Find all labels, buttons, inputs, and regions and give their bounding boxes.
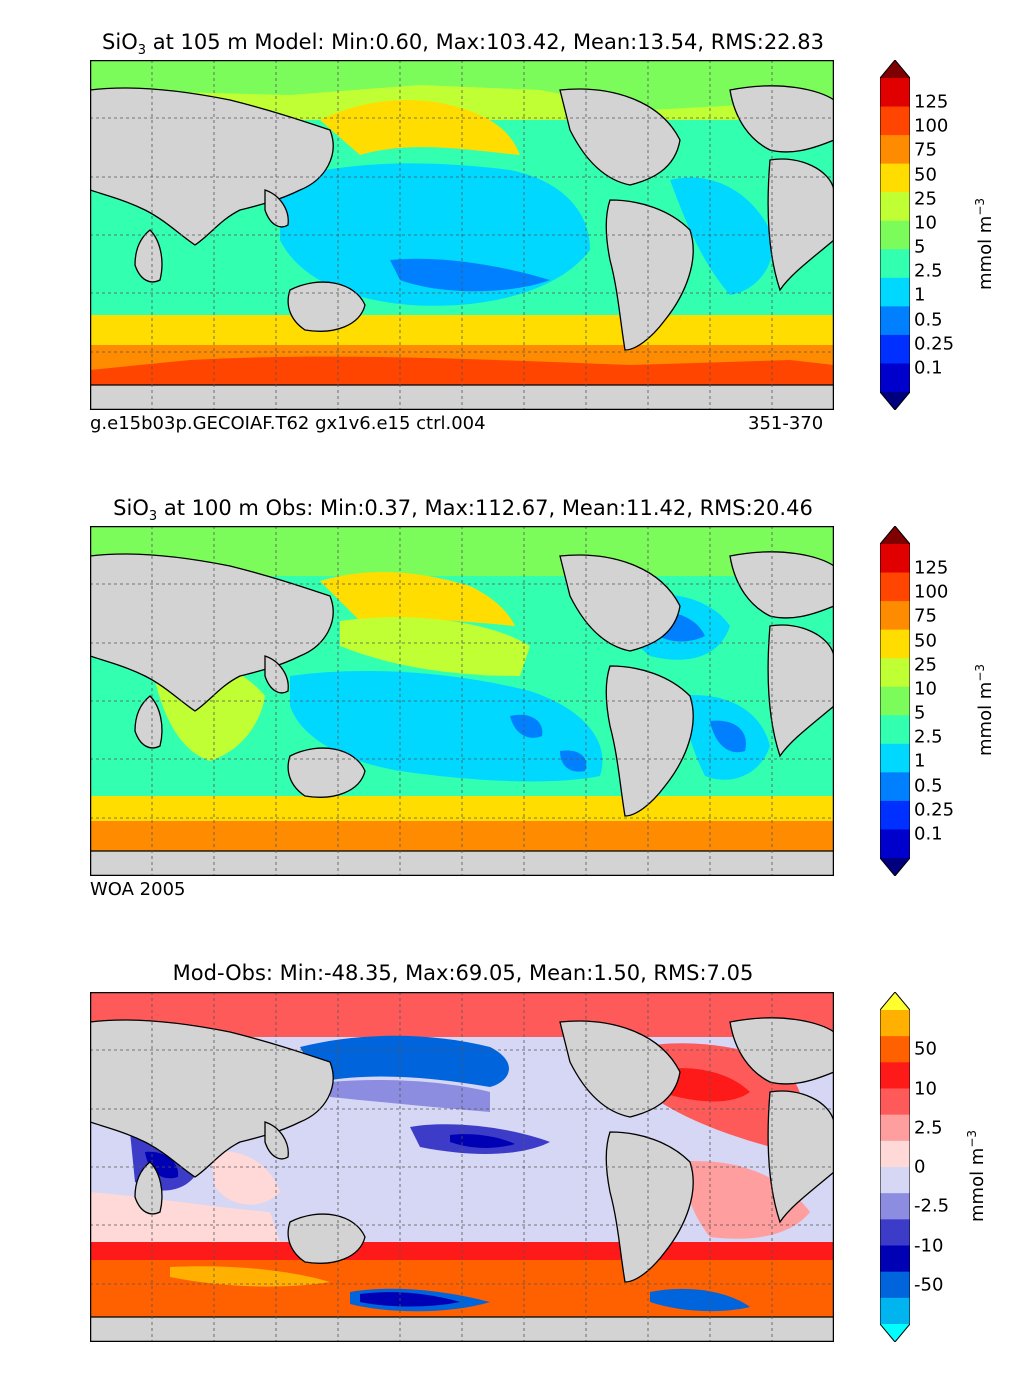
colorbar-extend-top [880,992,910,1010]
colorbar-bin [880,106,910,136]
colorbar-tick-label: 0.1 [914,357,943,379]
colorbar-tick-label: 10 [914,212,937,234]
map-diff-svg [90,992,834,1342]
panel-title-obs: SiO3 at 100 m Obs: Min:0.37, Max:112.67,… [113,496,813,525]
colorbar-bin [880,78,910,108]
colorbar-tick-label: -10 [914,1235,944,1256]
map-model [90,60,834,410]
colorbar-bin [880,1297,910,1325]
colorbar-bin [880,135,910,165]
colorbar-tick-label: 75 [914,139,937,161]
colorbar-tick-label: 0.25 [914,799,955,821]
colorbar-bin [880,686,910,716]
colorbar-tick-label: 1 [914,284,926,306]
colorbar-bin [880,1036,910,1063]
colorbar-tick-label: 5 [914,702,926,724]
colorbar-bin [880,1193,910,1220]
colorbar-extend-bottom [880,1324,910,1342]
colorbar-bin [880,1245,910,1273]
panel-title-diff: Mod-Obs: Min:-48.35, Max:69.05, Mean:1.5… [172,961,754,985]
caption-model-years: 351-370 [748,413,824,434]
colorbar-bin [880,601,910,631]
caption-obs-source: WOA 2005 [90,879,186,900]
colorbar-tick-label: 0 [914,1156,926,1178]
colorbar-tick-label: 10 [914,1078,937,1099]
caption-model-run: g.e15b03p.GECOIAF.T62 gx1v6.e15 ctrl.004 [90,413,486,434]
colorbar-bin [880,1114,910,1142]
colorbar-tick-label: 2.5 [914,1117,943,1139]
colorbar-bin [880,249,910,279]
colorbar-tick-label: 0.25 [914,333,955,355]
colorbar-tick-label: 0.1 [914,823,943,845]
colorbar-bin [880,772,910,802]
colorbar-bin [880,743,910,773]
colorbar-extend-top [880,60,910,78]
colorbar-bin [880,192,910,222]
colorbar-diff-unit: mmol m−3 [965,1129,988,1222]
map-model-svg [90,60,834,410]
colorbar-bin [880,544,910,574]
colorbar-bin [880,1010,910,1037]
colorbar-tick-label: 125 [914,91,949,113]
colorbar-tick-label: 50 [914,164,937,186]
colorbar-tick-label: 2.5 [914,726,943,748]
colorbar-tick-label: 50 [914,1038,937,1060]
colorbar-tick-label: 125 [914,557,949,579]
colorbar-bin [880,220,910,250]
colorbar-bin [880,1271,910,1299]
colorbar-tick-label: -50 [914,1274,944,1296]
colorbar-tick-label: 0.5 [914,775,943,797]
colorbar-bin [880,1167,910,1194]
colorbar-bin [880,572,910,602]
colorbar-bin [880,715,910,745]
colorbar-tick-label: 100 [914,115,949,137]
colorbar-diff [879,991,911,1343]
colorbar-bin [880,363,910,393]
colorbar-model-unit: mmol m−3 [973,197,996,290]
colorbar-tick-label: 100 [914,581,949,603]
panel-title-model: SiO3 at 105 m Model: Min:0.60, Max:103.4… [102,30,824,59]
colorbar-tick-label: 25 [914,654,937,676]
colorbar-tick-label: 75 [914,605,937,627]
map-obs-svg [90,526,834,876]
colorbar-tick-label: 2.5 [914,260,943,282]
map-diff [90,992,834,1342]
map-obs [90,526,834,876]
colorbar-bin [880,658,910,688]
colorbar-bin [880,1088,910,1116]
colorbar-tick-label: 50 [914,630,937,652]
colorbar-tick-label: 10 [914,678,937,700]
colorbar-tick-label: -2.5 [914,1195,950,1217]
colorbar-model [879,59,911,411]
colorbar-bin [880,163,910,193]
colorbar-bin [880,1140,910,1168]
colorbar-extend-top [880,526,910,544]
colorbar-bin [880,334,910,364]
colorbar-extend-bottom [880,392,910,410]
colorbar-tick-label: 25 [914,188,937,210]
colorbar-bin [880,1219,910,1246]
colorbar-tick-label: 1 [914,750,926,772]
colorbar-bin [880,800,910,830]
colorbar-tick-label: 5 [914,236,926,258]
colorbar-obs-unit: mmol m−3 [973,663,996,756]
colorbar-bin [880,1062,910,1089]
colorbar-tick-label: 0.5 [914,309,943,331]
colorbar-obs [879,525,911,877]
colorbar-bin [880,306,910,336]
colorbar-extend-bottom [880,858,910,876]
colorbar-bin [880,277,910,307]
colorbar-bin [880,629,910,659]
colorbar-bin [880,829,910,859]
